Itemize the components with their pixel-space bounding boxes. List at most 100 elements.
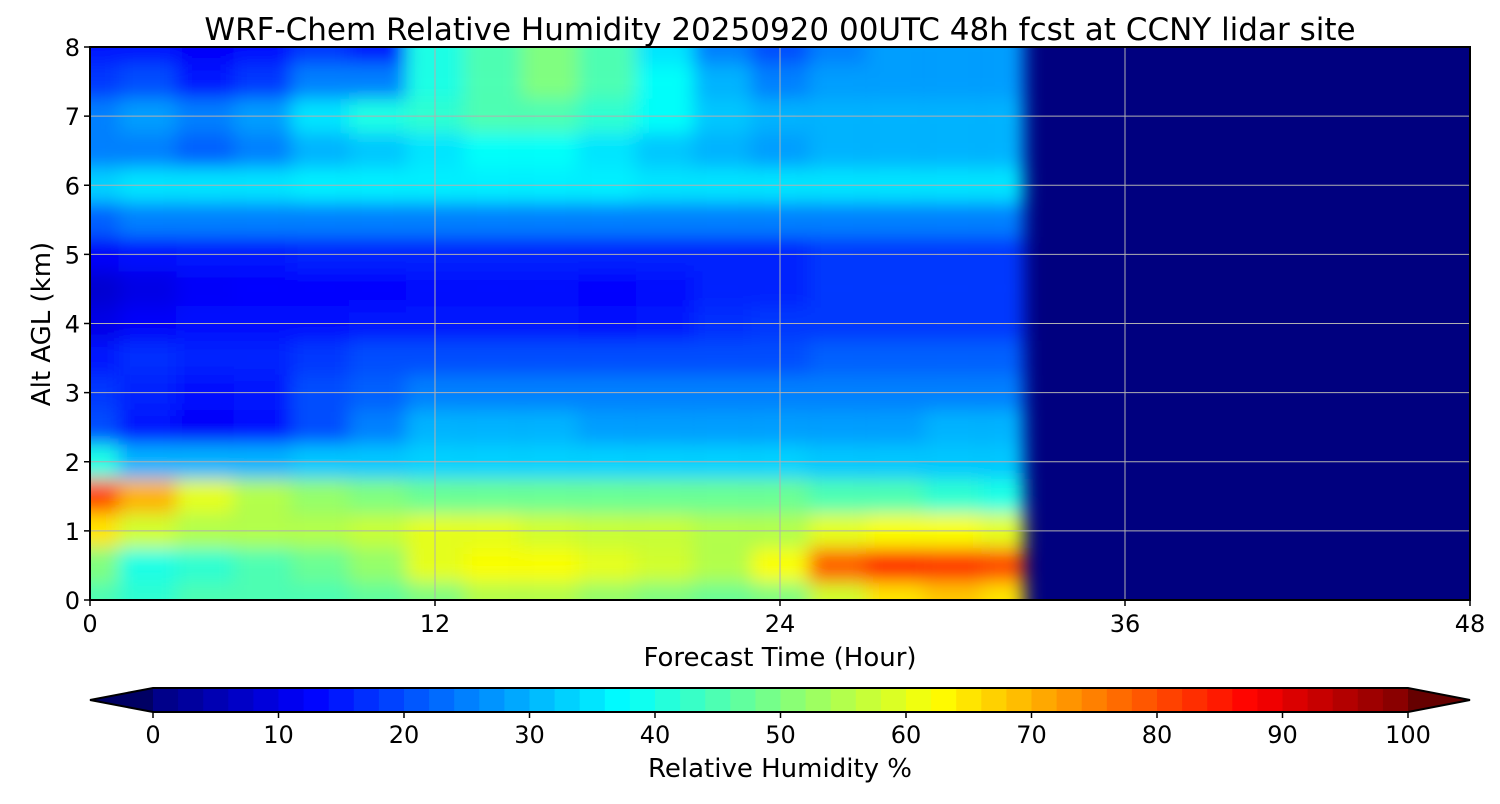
heatmap-cell xyxy=(693,340,752,376)
heatmap-cell xyxy=(636,133,694,168)
colorbar-segment xyxy=(1257,688,1284,712)
colorbar-segment xyxy=(353,688,380,712)
heatmap-cell xyxy=(233,271,292,307)
heatmap-cell xyxy=(866,548,924,583)
heatmap-cell xyxy=(118,582,177,600)
heatmap-cell xyxy=(693,548,752,583)
heatmap-cell xyxy=(981,582,1025,600)
heatmap-cell xyxy=(578,271,637,307)
colorbar-segment xyxy=(1332,688,1359,712)
heatmap-cell xyxy=(693,133,752,168)
heatmap-cell xyxy=(463,133,522,168)
heatmap-cell xyxy=(176,202,234,238)
y-axis-label: Alt AGL (km) xyxy=(27,242,57,406)
heatmap-cell xyxy=(291,64,349,99)
heatmap-cell xyxy=(118,47,177,65)
colorbar-segment xyxy=(1006,688,1033,712)
colorbar-segment xyxy=(1131,688,1158,712)
heatmap-cell xyxy=(866,409,924,445)
heatmap-cell xyxy=(808,202,867,238)
colorbar-tick-label: 0 xyxy=(145,721,160,749)
heatmap-cell xyxy=(291,340,349,376)
heatmap-cell xyxy=(233,64,292,99)
heatmap-cell xyxy=(463,271,522,307)
x-tick-label: 24 xyxy=(765,610,796,638)
colorbar-segment xyxy=(805,688,832,712)
heatmap-cell xyxy=(118,548,177,583)
heatmap-cell xyxy=(348,479,407,514)
heatmap-cell xyxy=(90,47,119,65)
heatmap-cell xyxy=(808,133,867,168)
heatmap-cell xyxy=(348,271,407,307)
colorbar-segment xyxy=(404,688,430,712)
heatmap-cell xyxy=(693,271,752,307)
heatmap-cell xyxy=(176,47,234,65)
y-tick-label: 8 xyxy=(65,34,80,62)
heatmap-cell xyxy=(348,340,407,376)
x-tick-label: 36 xyxy=(1110,610,1141,638)
heatmap-cell xyxy=(90,548,119,583)
colorbar-segment xyxy=(1157,688,1183,712)
colorbar-segment xyxy=(705,688,731,712)
heatmap-cell xyxy=(808,409,867,445)
heatmap-cell xyxy=(866,47,924,65)
heatmap-cell xyxy=(923,340,982,376)
colorbar-tick-label: 70 xyxy=(1016,721,1047,749)
colorbar-segment xyxy=(1307,688,1334,712)
heatmap-cell xyxy=(291,271,349,307)
colorbar-segment xyxy=(1232,688,1258,712)
colorbar-segment xyxy=(253,688,280,712)
heatmap-cell xyxy=(923,479,982,514)
x-axis-label: Forecast Time (Hour) xyxy=(643,643,916,673)
heatmap-cell xyxy=(923,548,982,583)
heatmap-cell xyxy=(463,64,522,99)
heatmap-cell xyxy=(981,47,1025,65)
heatmap-cell xyxy=(981,479,1025,514)
colorbar-segment xyxy=(554,688,581,712)
colorbar-segment xyxy=(1282,688,1309,712)
colorbar-segment xyxy=(604,688,631,712)
heatmap-cell xyxy=(463,340,522,376)
heatmap-cell xyxy=(578,340,637,376)
colorbar-segment xyxy=(1056,688,1083,712)
colorbar-tick-label: 60 xyxy=(891,721,922,749)
colorbar-extend-min xyxy=(90,688,153,712)
heatmap-cell xyxy=(348,582,407,600)
heatmap-cell xyxy=(118,133,177,168)
heatmap-cell xyxy=(866,271,924,307)
heatmap-cell xyxy=(636,582,694,600)
colorbar-segment xyxy=(203,688,229,712)
heatmap-cell xyxy=(808,582,867,600)
colorbar-segment xyxy=(178,688,204,712)
heatmap-cell xyxy=(90,409,119,445)
heatmap-cell xyxy=(981,64,1025,99)
heatmap-cell xyxy=(176,340,234,376)
heatmap-cell xyxy=(981,409,1025,445)
heatmap-cell xyxy=(923,202,982,238)
colorbar-segment xyxy=(504,688,531,712)
colorbar-segment xyxy=(880,688,907,712)
colorbar-segment xyxy=(454,688,480,712)
colorbar-segment xyxy=(378,688,405,712)
heatmap-cell xyxy=(233,548,292,583)
colorbar-tick-label: 100 xyxy=(1385,721,1431,749)
heatmap-cell xyxy=(578,47,637,65)
colorbar-segment xyxy=(730,688,756,712)
heatmap-cell xyxy=(808,479,867,514)
heatmap-cell xyxy=(521,340,579,376)
y-tick-label: 3 xyxy=(65,380,80,408)
heatmap-cell xyxy=(923,64,982,99)
heatmap-cell xyxy=(291,582,349,600)
heatmap-cell xyxy=(693,202,752,238)
x-tick-label: 0 xyxy=(82,610,97,638)
y-tick-label: 1 xyxy=(65,518,80,546)
colorbar-tick-label: 90 xyxy=(1267,721,1298,749)
heatmap-cell xyxy=(90,202,119,238)
colorbar-segment xyxy=(579,688,606,712)
heatmap-cell xyxy=(348,47,407,65)
heatmap-cell xyxy=(521,409,579,445)
heatmap-cell xyxy=(636,340,694,376)
heatmap-cell xyxy=(521,548,579,583)
heatmap-cell xyxy=(578,64,637,99)
